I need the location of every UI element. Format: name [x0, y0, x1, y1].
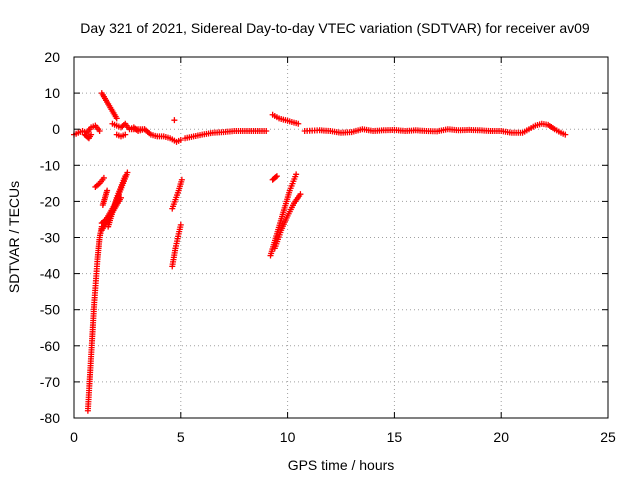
data-point [273, 173, 280, 180]
data-point [295, 120, 302, 127]
data-point [88, 131, 95, 138]
data-point [562, 131, 569, 138]
series-segment-arc-1c [105, 173, 129, 230]
y-axis-ticks: -80 -70 -60 -50 -40 -30 -20 -10 0 10 20 [40, 49, 608, 426]
data-point [96, 128, 103, 135]
data-point [122, 173, 129, 180]
y-tick-label: -20 [40, 193, 60, 209]
data-point [178, 176, 185, 183]
data-points [71, 90, 569, 414]
series-segment-baseline-4h [128, 126, 184, 145]
series-segment-arc-9c [269, 173, 280, 183]
y-tick-label: -70 [40, 374, 60, 390]
series-segment-dip-2h [113, 131, 129, 140]
grid-lines [74, 57, 608, 418]
y-tick-label: -60 [40, 338, 60, 354]
x-tick-label: 5 [177, 429, 185, 445]
y-tick-label: 0 [52, 121, 60, 137]
data-point [104, 187, 111, 194]
x-axis-ticks: 0 5 10 15 20 25 [70, 57, 616, 445]
data-point [124, 169, 131, 176]
series-segment-baseline-19-23h [487, 120, 569, 138]
data-point [177, 137, 184, 144]
y-tick-label: 10 [44, 85, 60, 101]
series-segment-arc-1d [92, 174, 107, 190]
data-point [177, 221, 184, 228]
x-tick-label: 25 [600, 429, 616, 445]
series-segment-arc-5b [169, 176, 185, 212]
data-point [113, 115, 120, 122]
x-tick-label: 20 [493, 429, 509, 445]
data-point [171, 117, 178, 124]
y-tick-label: 20 [44, 49, 60, 65]
y-tick-label: -10 [40, 157, 60, 173]
series-segment-rise-early [98, 90, 120, 122]
data-point [297, 191, 304, 198]
data-point [122, 131, 129, 138]
x-tick-label: 10 [280, 429, 296, 445]
series-segment-arc-1e [99, 187, 111, 209]
data-point [263, 128, 270, 135]
series-segment-baseline-11-19h [301, 126, 494, 136]
data-point [272, 174, 279, 181]
x-tick-label: 0 [70, 429, 78, 445]
x-axis-label: GPS time / hours [288, 457, 395, 473]
y-tick-label: -80 [40, 410, 60, 426]
series-segment-deep-plunge [84, 223, 105, 414]
data-point [293, 171, 300, 178]
series-segment-step-9h [269, 111, 302, 127]
data-point [100, 174, 107, 181]
chart-title: Day 321 of 2021, Sidereal Day-to-day VTE… [80, 20, 590, 36]
y-tick-label: -50 [40, 302, 60, 318]
series-segment-arc-9b [271, 191, 304, 252]
series-segment-arc-5a [169, 221, 184, 270]
y-tick-label: -40 [40, 266, 60, 282]
y-tick-label: -30 [40, 230, 60, 246]
series-segment-dip-early [81, 131, 95, 142]
y-axis-label: SDTVAR / TECUs [6, 181, 22, 293]
series-segment-baseline-6-9h [182, 128, 270, 142]
series-segment-arc-9a [267, 171, 300, 259]
x-tick-label: 15 [387, 429, 403, 445]
series-segment-spike-4.7h [171, 117, 178, 124]
